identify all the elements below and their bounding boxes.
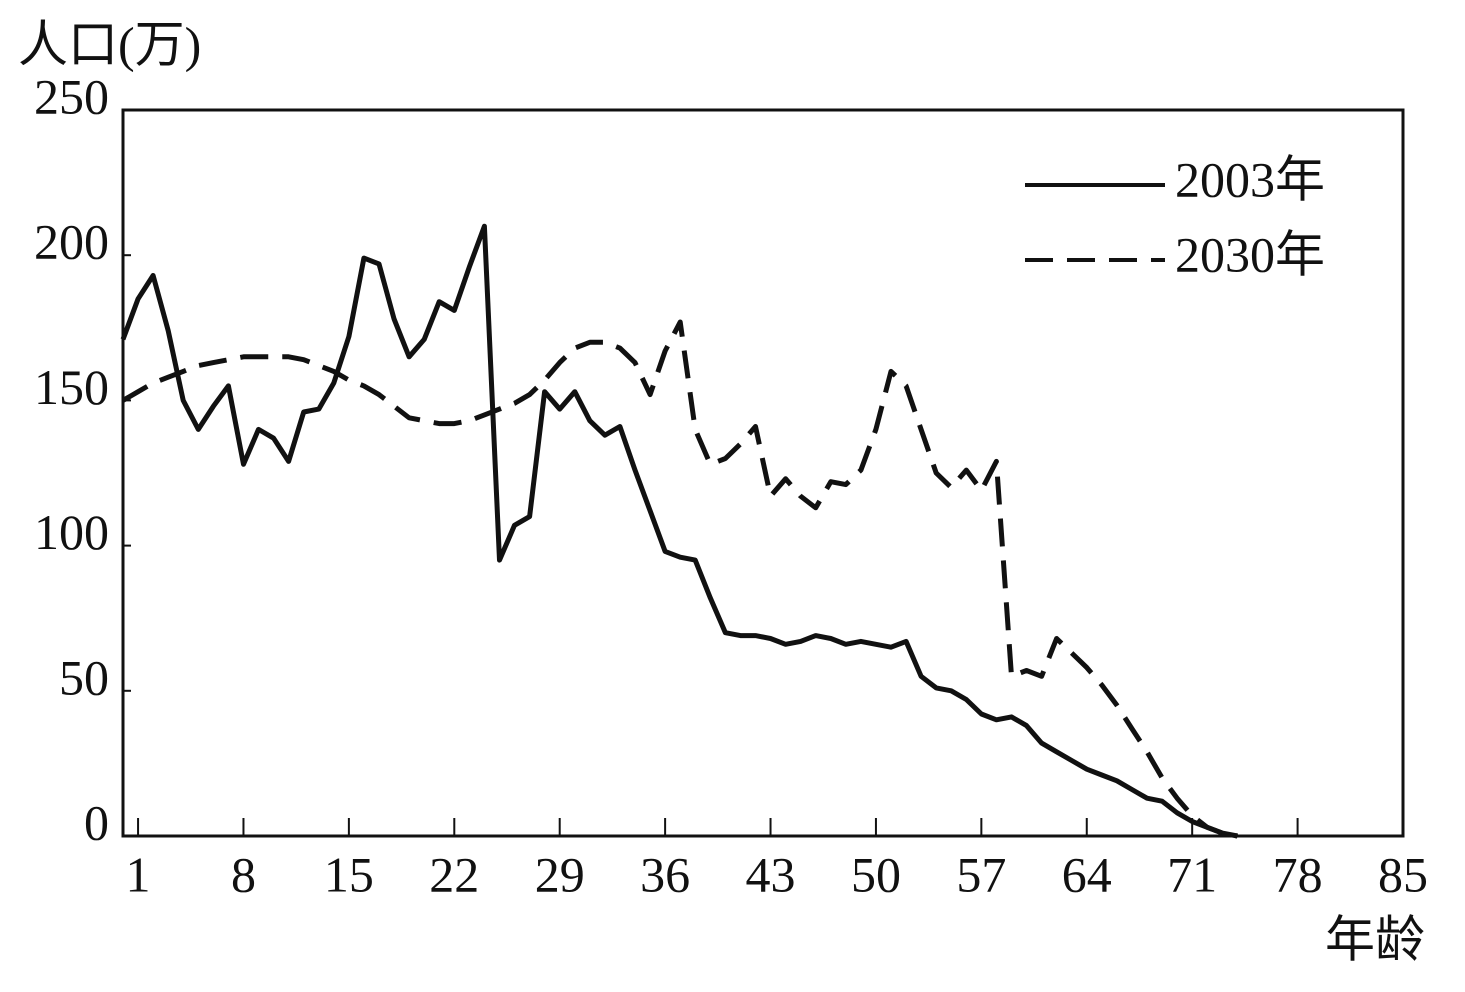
- x-tick-label: 36: [640, 846, 690, 902]
- y-tick-label: 50: [59, 649, 109, 705]
- y-axis-title: 人口(万): [18, 16, 201, 72]
- plot-frame: [121, 108, 1405, 838]
- x-tick-label: 22: [429, 846, 479, 902]
- x-tick-label: 71: [1167, 846, 1217, 902]
- x-tick-label: 29: [535, 846, 585, 902]
- x-tick-label: 57: [956, 846, 1006, 902]
- x-tick-label: 8: [231, 846, 256, 902]
- x-tick-label: 85: [1378, 846, 1428, 902]
- x-tick-label: 1: [126, 846, 151, 902]
- y-tick-label: 0: [84, 794, 109, 850]
- x-tick-label: 15: [324, 846, 374, 902]
- y-tick-label: 150: [34, 359, 109, 415]
- data-line: [120, 223, 1238, 839]
- y-tick-label: 100: [34, 504, 109, 560]
- x-tick-label: 78: [1273, 846, 1323, 902]
- y-tick-label: 250: [34, 68, 109, 124]
- y-tick-label: 200: [34, 214, 109, 270]
- x-tick-label: 43: [746, 846, 796, 902]
- data-line: [121, 319, 1238, 839]
- x-axis-title: 年龄: [1325, 911, 1425, 967]
- x-tick-label: 64: [1062, 846, 1112, 902]
- legend-label: 2030年: [1175, 226, 1325, 282]
- x-tick-label: 50: [851, 846, 901, 902]
- legend-label: 2003年: [1175, 151, 1325, 207]
